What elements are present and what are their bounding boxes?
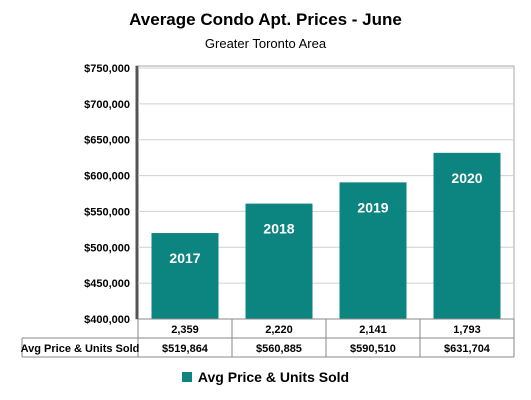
y-tick-label: $650,000 — [84, 135, 130, 147]
bar-category-label: 2019 — [357, 199, 388, 215]
units-sold-cell: 2,220 — [265, 324, 293, 336]
chart-subtitle: Greater Toronto Area — [204, 36, 327, 51]
y-tick-label: $550,000 — [84, 206, 130, 218]
bar-category-label: 2018 — [263, 221, 294, 237]
units-sold-cell: 2,359 — [171, 324, 199, 336]
units-sold-cell: 2,141 — [359, 324, 387, 336]
y-tick-label: $700,000 — [84, 99, 130, 111]
y-tick-label: $600,000 — [84, 171, 130, 183]
price-cell: $631,704 — [444, 343, 491, 355]
bar-category-label: 2020 — [451, 170, 482, 186]
y-tick-label: $400,000 — [84, 314, 130, 326]
bar-2019 — [339, 182, 407, 319]
price-cell: $590,510 — [350, 343, 396, 355]
y-tick-label: $750,000 — [84, 63, 130, 75]
y-tick-label: $500,000 — [84, 242, 130, 254]
units-sold-cell: 1,793 — [453, 324, 481, 336]
table-row-label: Avg Price & Units Sold — [21, 343, 140, 355]
price-cell: $560,885 — [256, 343, 302, 355]
chart-legend: Avg Price & Units Sold — [0, 369, 531, 385]
y-tick-label: $450,000 — [84, 278, 130, 290]
bar-2017 — [151, 233, 219, 319]
legend-swatch — [181, 372, 192, 382]
price-cell: $519,864 — [162, 343, 209, 355]
chart-title: Average Condo Apt. Prices - June — [129, 10, 402, 29]
bar-category-label: 2017 — [169, 250, 200, 266]
bar-2018 — [245, 203, 313, 319]
legend-label: Avg Price & Units Sold — [197, 369, 350, 385]
bar-2020 — [433, 152, 501, 319]
